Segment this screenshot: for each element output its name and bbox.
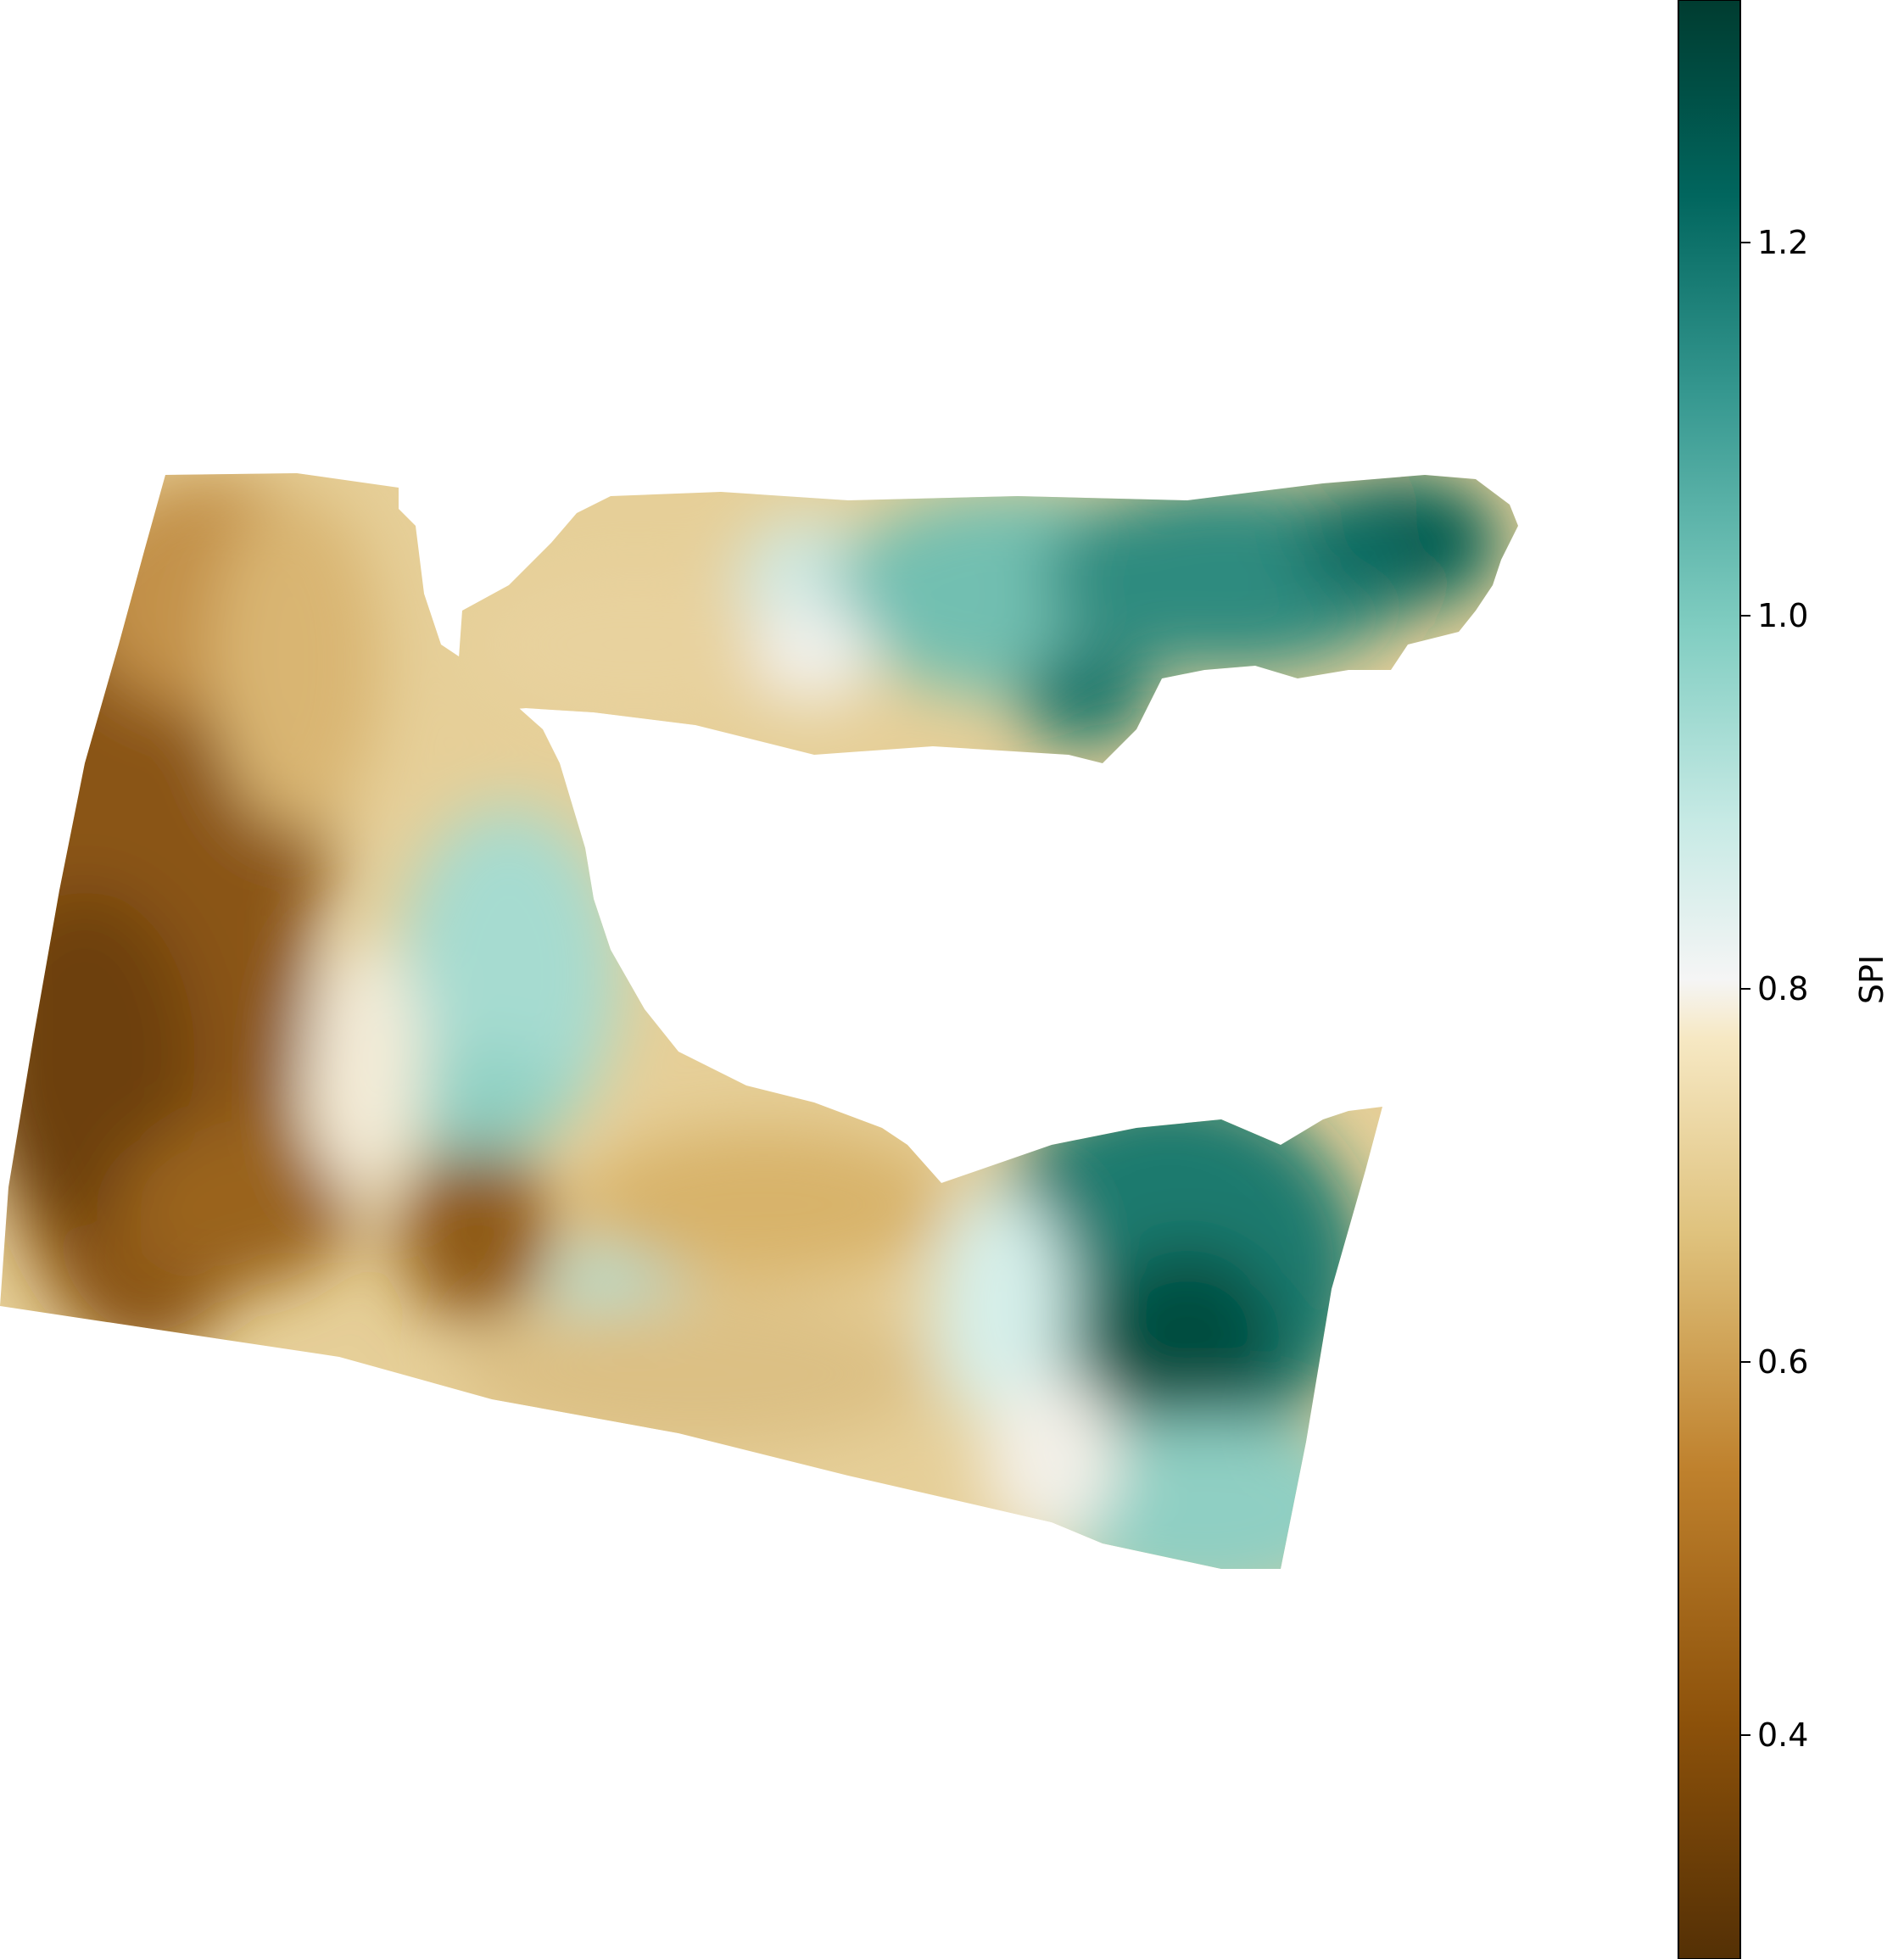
colorbar-tick-label: 0.6 bbox=[1757, 1343, 1808, 1381]
colorbar-tick-label: 0.4 bbox=[1757, 1716, 1808, 1754]
colorbar-tick-label: 0.8 bbox=[1757, 970, 1808, 1007]
colorbar-tick-label: 1.0 bbox=[1757, 597, 1808, 634]
colorbar-ticks: 0.4 0.6 0.8 1.0 1.2 bbox=[1740, 224, 1808, 1754]
colorbar-label: SPI bbox=[1853, 955, 1890, 1004]
colorbar-tick-label: 1.2 bbox=[1757, 224, 1808, 261]
spi-map bbox=[0, 473, 1518, 1569]
